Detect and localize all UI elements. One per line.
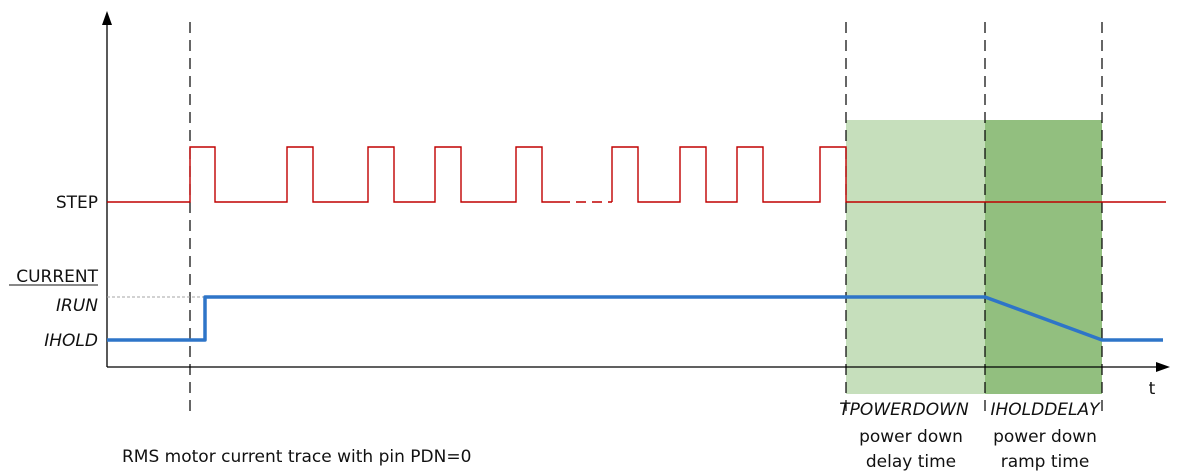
step-signal-trace <box>107 146 560 203</box>
ihold-label: IHOLD <box>44 331 98 351</box>
tpowerdown-line1: power down <box>859 427 963 447</box>
iholddelay-name: IHOLDDELAY <box>990 400 1101 420</box>
step-signal-trace-continued <box>611 146 1166 203</box>
tpowerdown-name: TPOWERDOWN <box>839 400 969 420</box>
current-label: CURRENT <box>16 267 98 287</box>
iholddelay-line2: ramp time <box>1001 452 1090 472</box>
x-axis-arrowhead <box>1156 362 1170 372</box>
tpowerdown-region <box>846 120 985 394</box>
iholddelay-region <box>985 120 1102 394</box>
iholddelay-line1: power down <box>993 427 1097 447</box>
current-trace <box>107 295 1163 342</box>
irun-label: IRUN <box>56 296 98 316</box>
time-axis-label: t <box>1149 379 1156 399</box>
tpowerdown-line2: delay time <box>866 452 956 472</box>
y-axis-arrowhead <box>102 11 112 25</box>
diagram-caption: RMS motor current trace with pin PDN=0 <box>122 447 471 467</box>
step-label: STEP <box>56 193 98 213</box>
